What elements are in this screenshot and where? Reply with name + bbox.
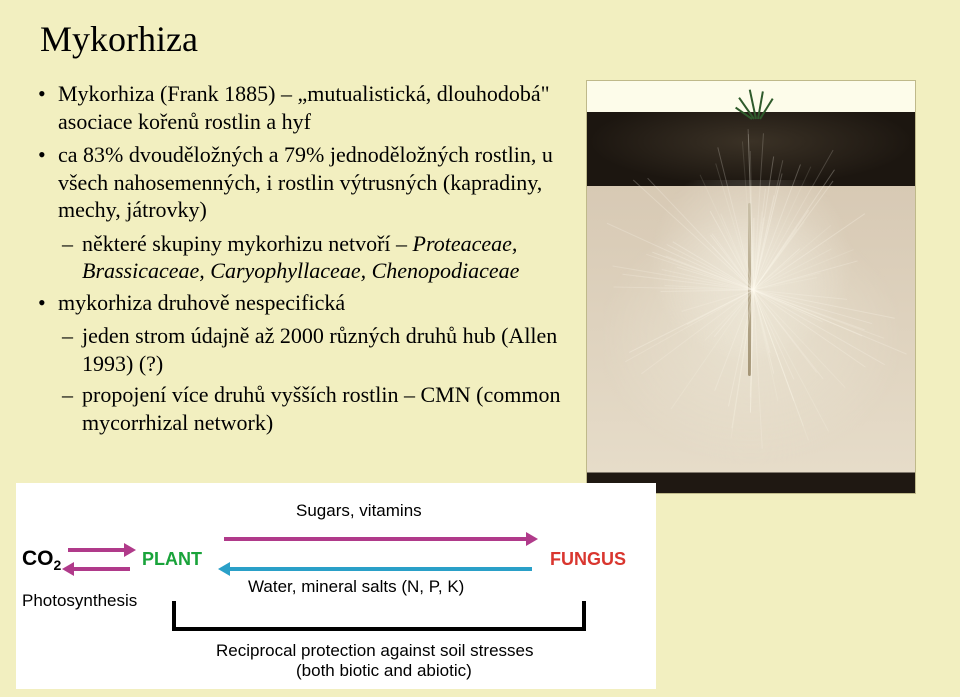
exchange-diagram: CO2 PLANT Photosynthesis Sugars, vitamin… (16, 483, 656, 689)
bullet-3a: jeden strom údajně až 2000 různých druhů… (34, 322, 574, 377)
fungus-label: FUNGUS (550, 549, 626, 570)
bullet-1: Mykorhiza (Frank 1885) – „mutualistická,… (34, 80, 574, 135)
bullet-3: mykorhiza druhově nespecifická (34, 289, 574, 317)
water-label: Water, mineral salts (N, P, K) (248, 577, 464, 597)
mycorrhiza-photo (586, 80, 916, 494)
photosynthesis-label: Photosynthesis (22, 591, 137, 611)
bullet-3b: propojení více druhů vyšších rostlin – C… (34, 381, 574, 436)
reciprocal-label-2: (both biotic and abiotic) (296, 661, 472, 681)
reciprocal-label-1: Reciprocal protection against soil stres… (216, 641, 533, 661)
sugars-label: Sugars, vitamins (296, 501, 422, 521)
page-title: Mykorhiza (40, 18, 926, 60)
seedling-icon (731, 85, 781, 119)
co2-label: CO2 (22, 547, 61, 573)
bullet-2: ca 83% dvouděložných a 79% jednoděložnýc… (34, 141, 574, 224)
bullet-2a-plain: některé skupiny mykorhizu netvoří – (82, 231, 413, 256)
bullet-2a: některé skupiny mykorhizu netvoří – Prot… (34, 230, 574, 285)
bullet-list: Mykorhiza (Frank 1885) – „mutualistická,… (34, 80, 574, 494)
plant-label: PLANT (142, 549, 202, 570)
